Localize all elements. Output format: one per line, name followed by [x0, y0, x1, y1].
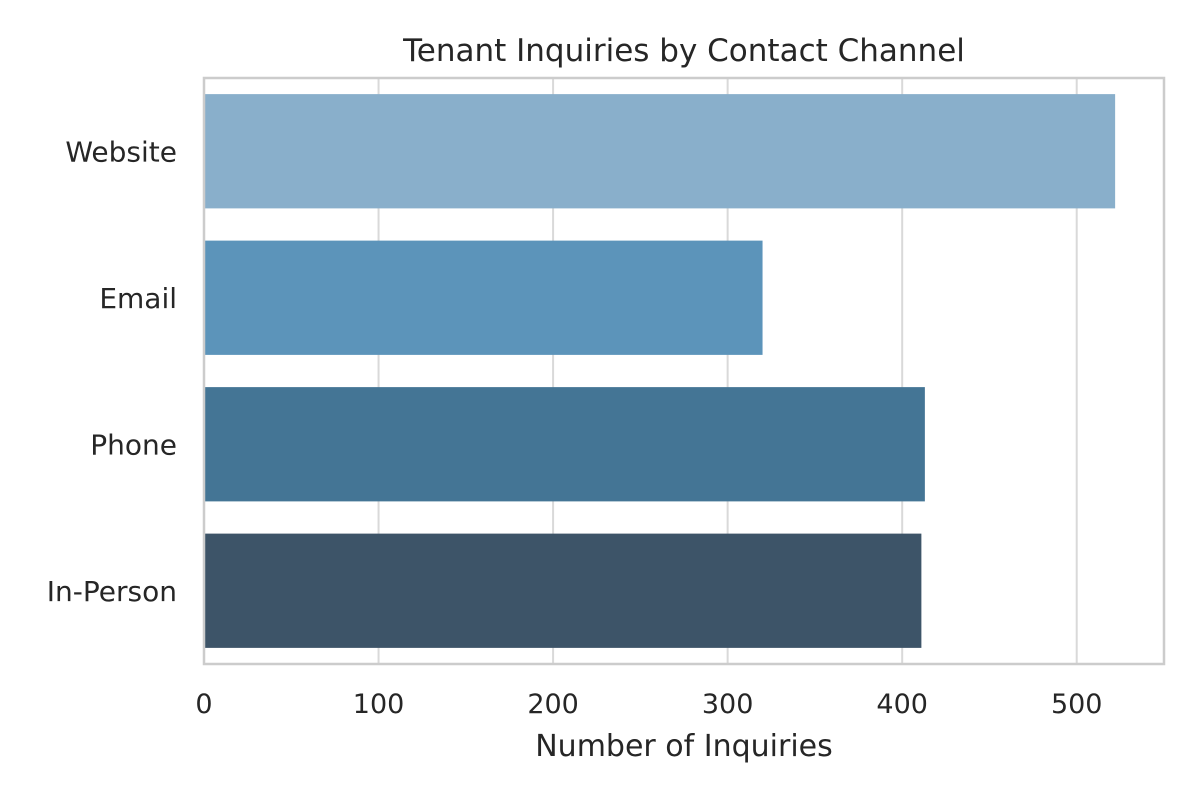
x-tick-label: 300 [702, 689, 754, 720]
x-tick-label: 400 [876, 689, 928, 720]
bar-in-person [204, 533, 922, 648]
x-tick-labels: 0 100 200 300 400 500 [195, 689, 1102, 720]
x-tick-label: 100 [353, 689, 405, 720]
x-tick-label: 200 [527, 689, 579, 720]
bar-email [204, 240, 763, 355]
bars-layer [204, 94, 1116, 648]
x-axis-label: Number of Inquiries [535, 729, 833, 764]
bar-website [204, 94, 1116, 209]
y-tick-label: Email [99, 282, 177, 315]
y-tick-labels: Website Email Phone In-Person [47, 135, 177, 608]
x-tick-label: 0 [195, 689, 212, 720]
chart-title: Tenant Inquiries by Contact Channel [402, 33, 965, 69]
bar-phone [204, 387, 925, 502]
y-tick-label: Website [65, 135, 177, 168]
x-tick-label: 500 [1051, 689, 1103, 720]
y-tick-label: Phone [90, 428, 177, 461]
y-tick-label: In-Person [47, 575, 177, 608]
plot-frame [202, 76, 1166, 666]
